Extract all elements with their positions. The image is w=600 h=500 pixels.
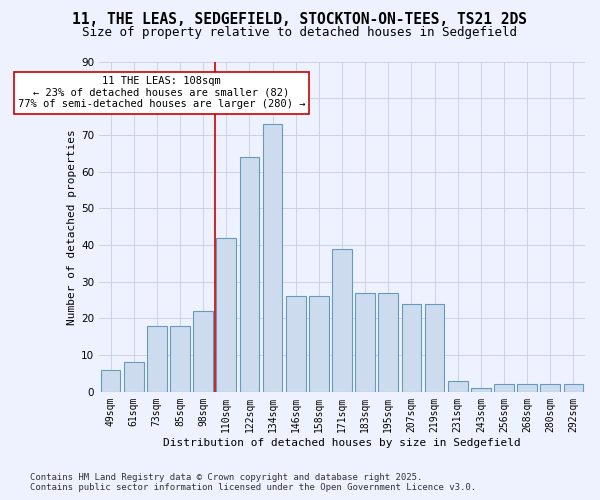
- Bar: [147, 326, 167, 392]
- Text: 11, THE LEAS, SEDGEFIELD, STOCKTON-ON-TEES, TS21 2DS: 11, THE LEAS, SEDGEFIELD, STOCKTON-ON-TE…: [73, 12, 527, 26]
- Bar: [425, 304, 445, 392]
- Text: 11 THE LEAS: 108sqm
← 23% of detached houses are smaller (82)
77% of semi-detach: 11 THE LEAS: 108sqm ← 23% of detached ho…: [18, 76, 305, 110]
- Bar: [239, 157, 259, 392]
- Bar: [401, 304, 421, 392]
- Bar: [263, 124, 283, 392]
- Bar: [448, 381, 467, 392]
- Bar: [541, 384, 560, 392]
- X-axis label: Distribution of detached houses by size in Sedgefield: Distribution of detached houses by size …: [163, 438, 521, 448]
- Bar: [124, 362, 143, 392]
- Bar: [170, 326, 190, 392]
- Text: Size of property relative to detached houses in Sedgefield: Size of property relative to detached ho…: [83, 26, 517, 39]
- Bar: [471, 388, 491, 392]
- Bar: [517, 384, 537, 392]
- Bar: [563, 384, 583, 392]
- Bar: [309, 296, 329, 392]
- Bar: [193, 311, 213, 392]
- Bar: [355, 292, 375, 392]
- Bar: [494, 384, 514, 392]
- Bar: [217, 238, 236, 392]
- Bar: [332, 248, 352, 392]
- Bar: [101, 370, 121, 392]
- Text: Contains HM Land Registry data © Crown copyright and database right 2025.
Contai: Contains HM Land Registry data © Crown c…: [30, 473, 476, 492]
- Y-axis label: Number of detached properties: Number of detached properties: [67, 129, 77, 324]
- Bar: [286, 296, 305, 392]
- Bar: [379, 292, 398, 392]
